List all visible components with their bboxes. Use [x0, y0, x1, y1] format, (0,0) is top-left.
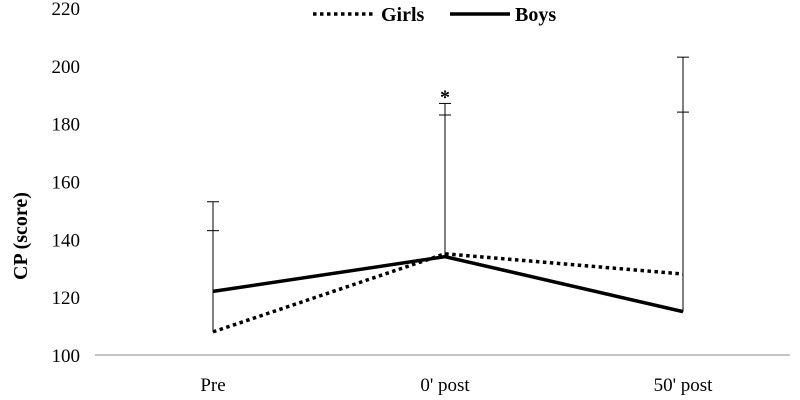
annotations: * [440, 87, 450, 109]
x-tick-label-50-post: 50' post [654, 375, 714, 396]
y-tick-label-160: 160 [52, 173, 81, 194]
legend-label-boys: Boys [515, 4, 556, 26]
x-tick-label-0-post: 0' post [420, 375, 470, 396]
series-lines [212, 252, 684, 334]
y-tick-label-200: 200 [52, 57, 81, 78]
y-axis-title: CP (score) [10, 192, 32, 280]
error-bars [207, 56, 689, 332]
y-tick-label-100: 100 [52, 346, 81, 367]
y-tick-label-220: 220 [52, 0, 81, 20]
legend-label-girls: Girls [381, 4, 425, 26]
series-line-boys [212, 254, 684, 314]
legend: Girls Boys [313, 4, 556, 26]
y-axis: 100 120 140 160 180 200 220 [52, 0, 81, 367]
x-tick-label-pre: Pre [200, 375, 225, 396]
series-line-girls [212, 252, 684, 334]
y-tick-label-140: 140 [52, 230, 81, 251]
y-tick-label-180: 180 [52, 115, 81, 136]
significance-marker: * [440, 87, 450, 109]
y-tick-label-120: 120 [52, 288, 81, 309]
x-axis: Pre 0' post 50' post [95, 354, 790, 396]
